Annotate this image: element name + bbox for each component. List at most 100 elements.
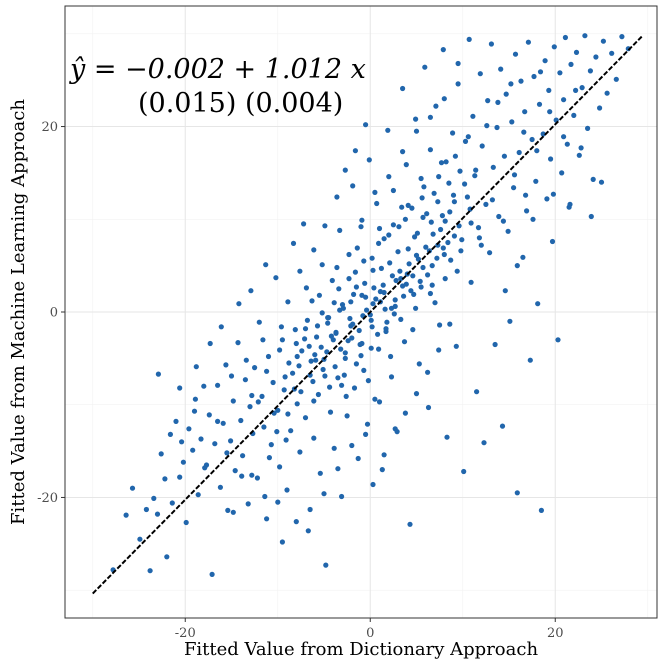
data-point: [307, 506, 313, 513]
data-point: [518, 78, 524, 84]
data-point: [247, 404, 253, 410]
data-point: [361, 367, 367, 373]
data-point: [302, 415, 309, 421]
data-point: [458, 248, 464, 254]
data-point: [398, 316, 404, 322]
data-point: [366, 157, 372, 163]
data-point: [391, 311, 397, 317]
data-point: [585, 125, 591, 131]
data-point: [364, 307, 370, 313]
data-point: [499, 423, 506, 429]
data-point: [490, 164, 496, 170]
data-point: [484, 123, 490, 129]
data-point: [351, 291, 357, 297]
data-point: [322, 223, 328, 229]
data-point: [402, 216, 408, 222]
data-point: [177, 385, 183, 391]
data-point: [191, 408, 198, 414]
data-point: [339, 382, 345, 388]
data-point: [361, 258, 367, 264]
data-point: [173, 418, 179, 424]
data-point: [432, 300, 438, 306]
data-point: [550, 191, 557, 197]
data-point: [444, 434, 450, 440]
data-point: [378, 265, 384, 271]
data-point: [311, 435, 317, 441]
data-point: [349, 442, 355, 449]
data-point: [430, 231, 436, 237]
data-point: [294, 353, 300, 360]
data-point: [335, 375, 341, 381]
data-point: [406, 261, 412, 267]
data-point: [451, 199, 457, 205]
data-point: [372, 396, 378, 402]
y-axis-title: Fitted Value from Machine Learning Appro…: [8, 99, 29, 525]
data-point: [220, 420, 226, 426]
data-point: [441, 96, 447, 102]
data-point: [374, 200, 380, 207]
data-point: [223, 362, 229, 368]
data-point: [507, 318, 513, 324]
data-point: [427, 147, 433, 153]
data-point: [278, 324, 284, 330]
data-point: [420, 214, 426, 220]
data-point: [215, 382, 221, 388]
data-point: [334, 194, 340, 200]
data-point: [578, 145, 584, 151]
data-point: [325, 315, 331, 321]
data-point: [155, 371, 161, 377]
data-point: [494, 124, 500, 131]
data-point: [309, 298, 315, 304]
data-point: [158, 451, 164, 457]
data-point: [549, 238, 556, 245]
data-point: [347, 315, 353, 322]
data-point: [425, 272, 431, 278]
data-point: [418, 175, 424, 182]
data-point: [485, 98, 491, 104]
data-point: [368, 345, 374, 351]
data-point: [302, 336, 308, 342]
data-point: [450, 130, 456, 136]
regression-equation: ŷ = −0.002 + 1.012 x: [69, 54, 366, 85]
data-point: [218, 324, 224, 330]
data-point: [341, 372, 347, 378]
data-point: [368, 317, 374, 323]
data-point: [316, 292, 322, 298]
data-point: [502, 288, 508, 294]
data-point: [376, 399, 383, 405]
data-point: [459, 237, 465, 243]
data-point: [498, 66, 504, 72]
data-point: [408, 288, 414, 294]
data-point: [356, 327, 362, 334]
data-point: [427, 114, 433, 120]
data-point: [310, 378, 316, 385]
data-point: [143, 506, 149, 513]
data-point: [522, 109, 528, 115]
data-point: [313, 357, 319, 363]
data-point: [298, 389, 304, 395]
data-point: [474, 389, 480, 395]
data-point: [587, 68, 594, 74]
data-point: [284, 487, 290, 493]
data-point: [339, 302, 346, 308]
data-point: [275, 407, 281, 413]
data-point: [266, 455, 272, 461]
data-point: [457, 168, 463, 174]
data-point: [464, 194, 470, 200]
data-point: [531, 73, 537, 80]
data-point: [524, 208, 530, 214]
data-point: [336, 286, 342, 292]
data-point: [525, 39, 532, 45]
data-point: [412, 234, 418, 240]
data-point: [442, 218, 448, 224]
data-point: [436, 347, 442, 353]
data-point: [358, 353, 364, 359]
data-point: [401, 293, 407, 299]
data-point: [186, 426, 192, 432]
data-point: [405, 246, 411, 252]
data-point: [477, 71, 483, 77]
data-point: [314, 323, 321, 329]
data-point: [264, 516, 270, 522]
data-point: [385, 127, 391, 133]
data-point: [488, 41, 494, 47]
